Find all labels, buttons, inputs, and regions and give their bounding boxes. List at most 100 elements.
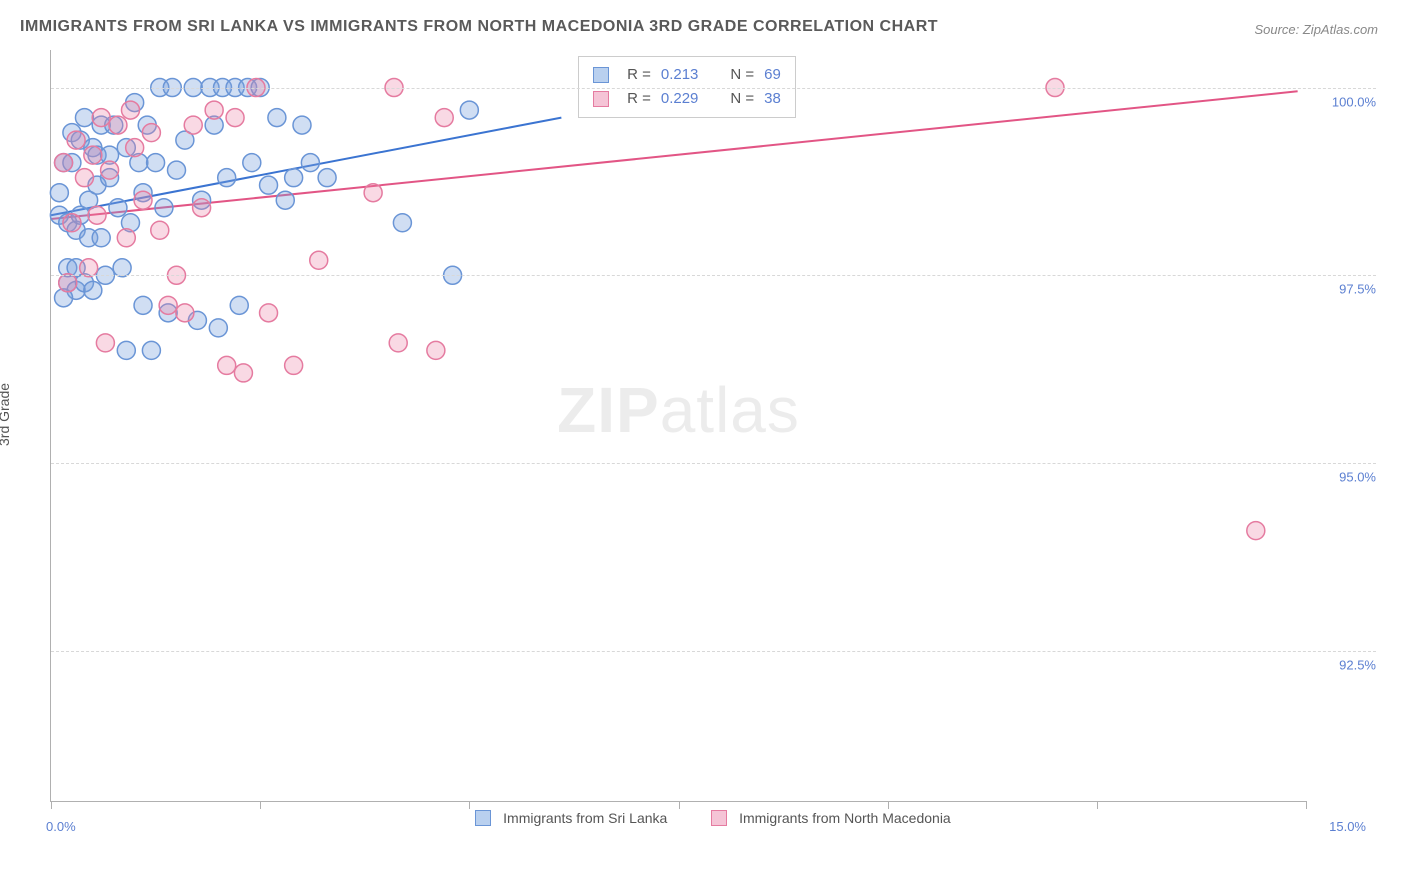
scatter-plot-svg xyxy=(51,50,1306,801)
n-value: 69 xyxy=(764,63,781,87)
data-point xyxy=(151,221,169,239)
data-point xyxy=(96,334,114,352)
data-point xyxy=(109,116,127,134)
data-point xyxy=(59,274,77,292)
x-axis-min-label: 0.0% xyxy=(46,819,76,834)
x-tick xyxy=(888,801,889,809)
y-axis-label: 3rd Grade xyxy=(0,383,12,446)
data-point xyxy=(318,169,336,187)
data-point xyxy=(113,259,131,277)
grid-line xyxy=(51,88,1376,89)
data-point xyxy=(109,199,127,217)
data-point xyxy=(101,161,119,179)
data-point xyxy=(88,206,106,224)
data-point xyxy=(55,154,73,172)
data-point xyxy=(63,214,81,232)
stat-row: R = 0.229 N = 38 xyxy=(593,87,781,111)
legend-item: Immigrants from Sri Lanka xyxy=(475,810,671,826)
data-point xyxy=(147,154,165,172)
data-point xyxy=(134,191,152,209)
data-point xyxy=(276,191,294,209)
grid-line xyxy=(51,275,1376,276)
data-point xyxy=(427,341,445,359)
y-tick-label: 95.0% xyxy=(1316,470,1376,485)
data-point xyxy=(121,101,139,119)
legend-swatch xyxy=(711,810,727,826)
data-point xyxy=(126,139,144,157)
data-point xyxy=(159,296,177,314)
n-value: 38 xyxy=(764,87,781,111)
data-point xyxy=(260,304,278,322)
chart-container: ZIPatlas R = 0.213 N = 69 R = 0.229 N = … xyxy=(50,50,1376,832)
data-point xyxy=(193,199,211,217)
data-point xyxy=(117,229,135,247)
data-point xyxy=(168,161,186,179)
stat-swatch xyxy=(593,91,609,107)
data-point xyxy=(310,251,328,269)
stat-row: R = 0.213 N = 69 xyxy=(593,63,781,87)
data-point xyxy=(92,229,110,247)
data-point xyxy=(285,169,303,187)
data-point xyxy=(293,116,311,134)
data-point xyxy=(155,199,173,217)
data-point xyxy=(209,319,227,337)
x-tick xyxy=(260,801,261,809)
x-tick xyxy=(1097,801,1098,809)
data-point xyxy=(75,169,93,187)
data-point xyxy=(285,356,303,374)
data-point xyxy=(460,101,478,119)
data-point xyxy=(218,169,236,187)
data-point xyxy=(301,154,319,172)
x-tick xyxy=(679,801,680,809)
data-point xyxy=(268,109,286,127)
r-value: 0.229 xyxy=(661,87,699,111)
data-point xyxy=(92,109,110,127)
plot-area: ZIPatlas R = 0.213 N = 69 R = 0.229 N = … xyxy=(50,50,1306,802)
x-tick xyxy=(51,801,52,809)
data-point xyxy=(260,176,278,194)
data-point xyxy=(435,109,453,127)
data-point xyxy=(84,146,102,164)
data-point xyxy=(176,304,194,322)
grid-line xyxy=(51,463,1376,464)
data-point xyxy=(364,184,382,202)
data-point xyxy=(75,109,93,127)
r-label: R = xyxy=(627,63,651,87)
data-point xyxy=(393,214,411,232)
y-tick-label: 97.5% xyxy=(1316,282,1376,297)
r-label: R = xyxy=(627,87,651,111)
legend-bottom: Immigrants from Sri Lanka Immigrants fro… xyxy=(50,810,1376,826)
data-point xyxy=(134,296,152,314)
source-attribution: Source: ZipAtlas.com xyxy=(1254,22,1378,37)
data-point xyxy=(230,296,248,314)
data-point xyxy=(218,356,236,374)
data-point xyxy=(184,116,202,134)
x-tick xyxy=(1306,801,1307,809)
stat-swatch xyxy=(593,67,609,83)
data-point xyxy=(389,334,407,352)
legend-item: Immigrants from North Macedonia xyxy=(711,810,951,826)
data-point xyxy=(84,281,102,299)
legend-label: Immigrants from North Macedonia xyxy=(739,810,951,826)
data-point xyxy=(117,341,135,359)
data-point xyxy=(67,131,85,149)
n-label: N = xyxy=(730,87,754,111)
data-point xyxy=(226,109,244,127)
chart-title: IMMIGRANTS FROM SRI LANKA VS IMMIGRANTS … xyxy=(20,18,938,36)
data-point xyxy=(142,341,160,359)
y-tick-label: 100.0% xyxy=(1316,94,1376,109)
data-point xyxy=(205,101,223,119)
y-tick-label: 92.5% xyxy=(1316,657,1376,672)
legend-label: Immigrants from Sri Lanka xyxy=(503,810,667,826)
data-point xyxy=(234,364,252,382)
n-label: N = xyxy=(730,63,754,87)
grid-line xyxy=(51,651,1376,652)
data-point xyxy=(142,124,160,142)
data-point xyxy=(80,259,98,277)
data-point xyxy=(50,184,68,202)
legend-swatch xyxy=(475,810,491,826)
data-point xyxy=(1247,522,1265,540)
x-tick xyxy=(469,801,470,809)
x-axis-max-label: 15.0% xyxy=(1329,819,1366,834)
r-value: 0.213 xyxy=(661,63,699,87)
